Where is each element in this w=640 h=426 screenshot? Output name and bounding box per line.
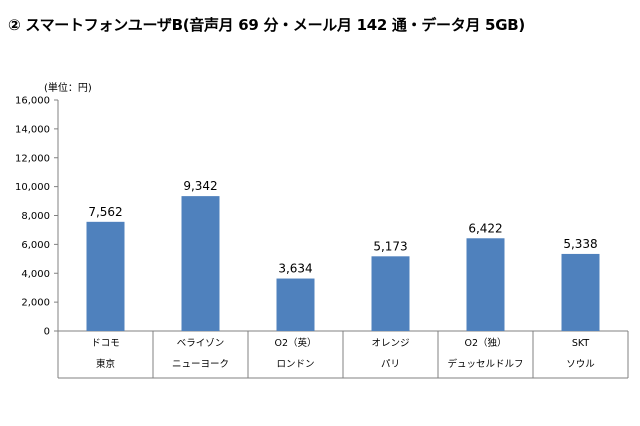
bar [371,256,410,331]
axes [54,99,629,379]
data-label: 5,338 [563,237,597,251]
category-city-label: デュッセルドルフ [447,358,523,370]
y-tick-label: 6,000 [21,240,50,251]
category-carrier-label: O2（英） [274,337,316,349]
bar [276,278,315,331]
data-label: 3,634 [278,262,312,276]
y-tick-label: 16,000 [15,96,50,107]
y-tick-label: 10,000 [15,182,50,193]
category-city-label: パリ [381,359,400,370]
y-tick-label: 14,000 [15,124,50,135]
y-tick-label: 8,000 [21,211,50,222]
bars [86,196,600,331]
category-city-label: ロンドン [276,359,314,370]
data-labels: 7,562 9,342 3,634 5,173 6,422 5,338 [88,179,597,275]
bar [181,196,220,331]
category-city-label: ニューヨーク [172,359,229,370]
category-city-label: 東京 [96,358,115,370]
y-tick-label: 4,000 [21,269,50,280]
unit-label: (単位：円) [44,81,92,94]
data-label: 5,173 [373,239,407,253]
y-tick-label: 2,000 [21,298,50,309]
y-tick-label: 12,000 [15,153,50,164]
data-label: 6,422 [468,221,502,235]
category-city-label: ソウル [566,359,595,370]
category-carrier-label: ドコモ [91,338,120,349]
data-label: 7,562 [88,205,122,219]
category-carrier-label: SKT [572,338,590,349]
bar [86,221,125,331]
bar [561,253,600,331]
chart-title: ② スマートフォンユーザB(音声月 69 分・メール月 142 通・データ月 5… [8,16,525,34]
category-carrier-label: オレンジ [371,338,409,349]
bar [466,238,505,331]
y-tick-labels: 0 2,000 4,000 6,000 8,000 10,000 12,000 14,000 1… [15,96,50,338]
data-label: 9,342 [183,179,217,193]
category-carrier-label: O2（独） [464,337,506,349]
category-carrier-label: ベライゾン [177,338,225,349]
y-tick-label: 0 [44,327,50,338]
